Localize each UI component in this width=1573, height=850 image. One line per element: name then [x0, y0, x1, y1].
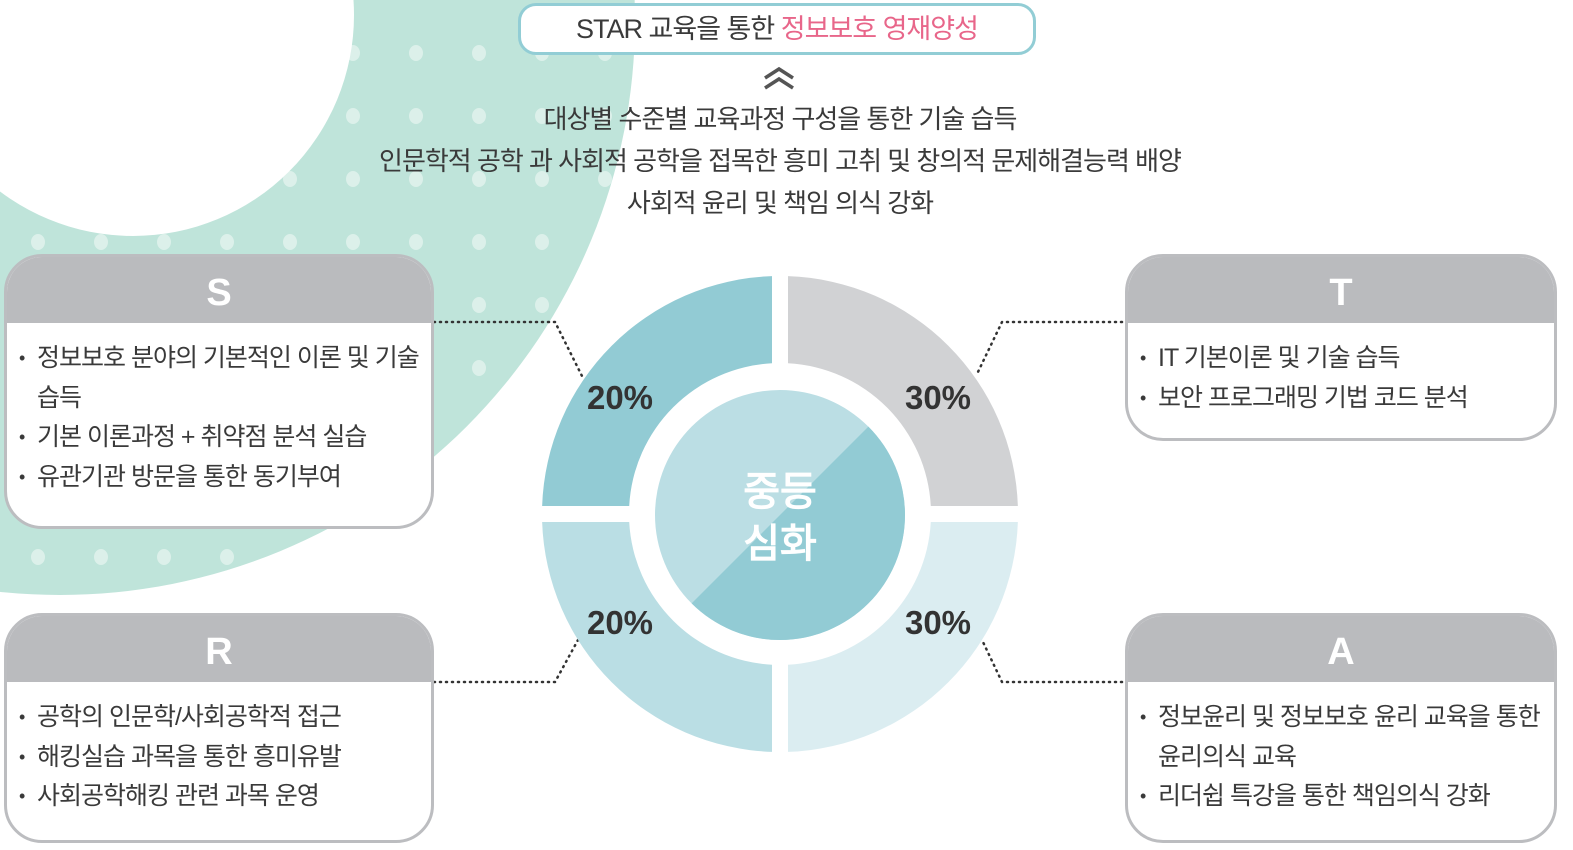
dot	[535, 171, 549, 187]
list-item: 리더쉽 특강을 통한 책임의식 강화	[1140, 777, 1544, 817]
percent-s: 20%	[587, 379, 653, 416]
dot	[283, 171, 297, 187]
dot	[346, 108, 360, 124]
percent-a: 30%	[905, 604, 971, 641]
dot	[283, 234, 297, 250]
list-item: 기본 이론과정 + 취약점 분석 실습	[19, 418, 421, 458]
dot	[598, 171, 612, 187]
dot	[535, 234, 549, 250]
dot	[157, 234, 171, 250]
list-item: 사회공학해킹 관련 과목 운영	[19, 777, 421, 817]
center-label-1: 중등	[743, 470, 817, 514]
list-item: 유관기관 방문을 통한 동기부여	[19, 458, 421, 498]
dot	[472, 297, 486, 313]
title-highlight: 정보보호 영재양성	[780, 14, 979, 44]
list-item: 정보보호 분야의 기본적인 이론 및 기술 습득	[19, 339, 421, 418]
goal-list: 대상별 수준별 교육과정 구성을 통한 기술 습득 인문학적 공학 과 사회적 …	[280, 98, 1280, 224]
dot	[535, 108, 549, 124]
list-item: 정보윤리 및 정보보호 윤리 교육을 통한 윤리의식 교육	[1140, 698, 1544, 777]
dot	[472, 360, 486, 376]
card-a: A 정보윤리 및 정보보호 윤리 교육을 통한 윤리의식 교육 리더쉽 특강을 …	[1125, 613, 1557, 843]
dot	[409, 171, 423, 187]
connector-a	[981, 640, 1124, 684]
percent-r: 20%	[587, 604, 653, 641]
dot	[346, 171, 360, 187]
goal-item: 사회적 윤리 및 책임 의식 강화	[626, 188, 934, 218]
page-title: STAR 교육을 통한 정보보호 영재양성	[518, 3, 1036, 55]
double-chevron-up-icon	[764, 66, 794, 90]
dot	[31, 549, 45, 565]
dot	[31, 234, 45, 250]
dot	[535, 297, 549, 313]
center-label-2: 심화	[743, 522, 817, 566]
dot	[346, 234, 360, 250]
card-header-a: A	[1128, 616, 1554, 682]
dot	[94, 549, 108, 565]
segment-t	[788, 276, 1018, 506]
segment-a	[788, 522, 1018, 752]
dot	[472, 234, 486, 250]
list-item: IT 기본이론 및 기술 습득	[1140, 339, 1544, 379]
card-r: R 공학의 인문학/사회공학적 접근 해킹실습 과목을 통한 흥미유발 사회공학…	[4, 613, 434, 843]
segment-r	[542, 522, 772, 752]
dot	[220, 549, 234, 565]
dot	[220, 234, 234, 250]
list-item: 보안 프로그래밍 기법 코드 분석	[1140, 379, 1544, 419]
center-disk-half	[691, 426, 906, 641]
connector-s	[432, 320, 585, 380]
card-header-t: T	[1128, 257, 1554, 323]
dot	[472, 171, 486, 187]
dot	[598, 108, 612, 124]
dot	[157, 549, 171, 565]
white-circle	[0, 0, 354, 236]
list-item: 공학의 인문학/사회공학적 접근	[19, 698, 421, 738]
card-header-s: S	[7, 257, 431, 323]
card-t: T IT 기본이론 및 기술 습득 보안 프로그래밍 기법 코드 분석	[1125, 254, 1557, 441]
card-header-r: R	[7, 616, 431, 682]
list-item: 해킹실습 과목을 통한 흥미유발	[19, 738, 421, 778]
connector-r	[432, 638, 580, 684]
dot	[409, 108, 423, 124]
goal-item: 대상별 수준별 교육과정 구성을 통한 기술 습득	[543, 104, 1018, 134]
goal-item: 인문학적 공학 과 사회적 공학을 접목한 흥미 고취 및 창의적 문제해결능력…	[379, 146, 1182, 176]
dot	[409, 234, 423, 250]
dot	[94, 234, 108, 250]
connector-t	[975, 320, 1124, 376]
percent-t: 30%	[905, 379, 971, 416]
dot	[472, 45, 486, 61]
segment-s	[542, 276, 772, 506]
dot	[472, 108, 486, 124]
dot	[409, 45, 423, 61]
card-s: S 정보보호 분야의 기본적인 이론 및 기술 습득 기본 이론과정 + 취약점…	[4, 254, 434, 529]
